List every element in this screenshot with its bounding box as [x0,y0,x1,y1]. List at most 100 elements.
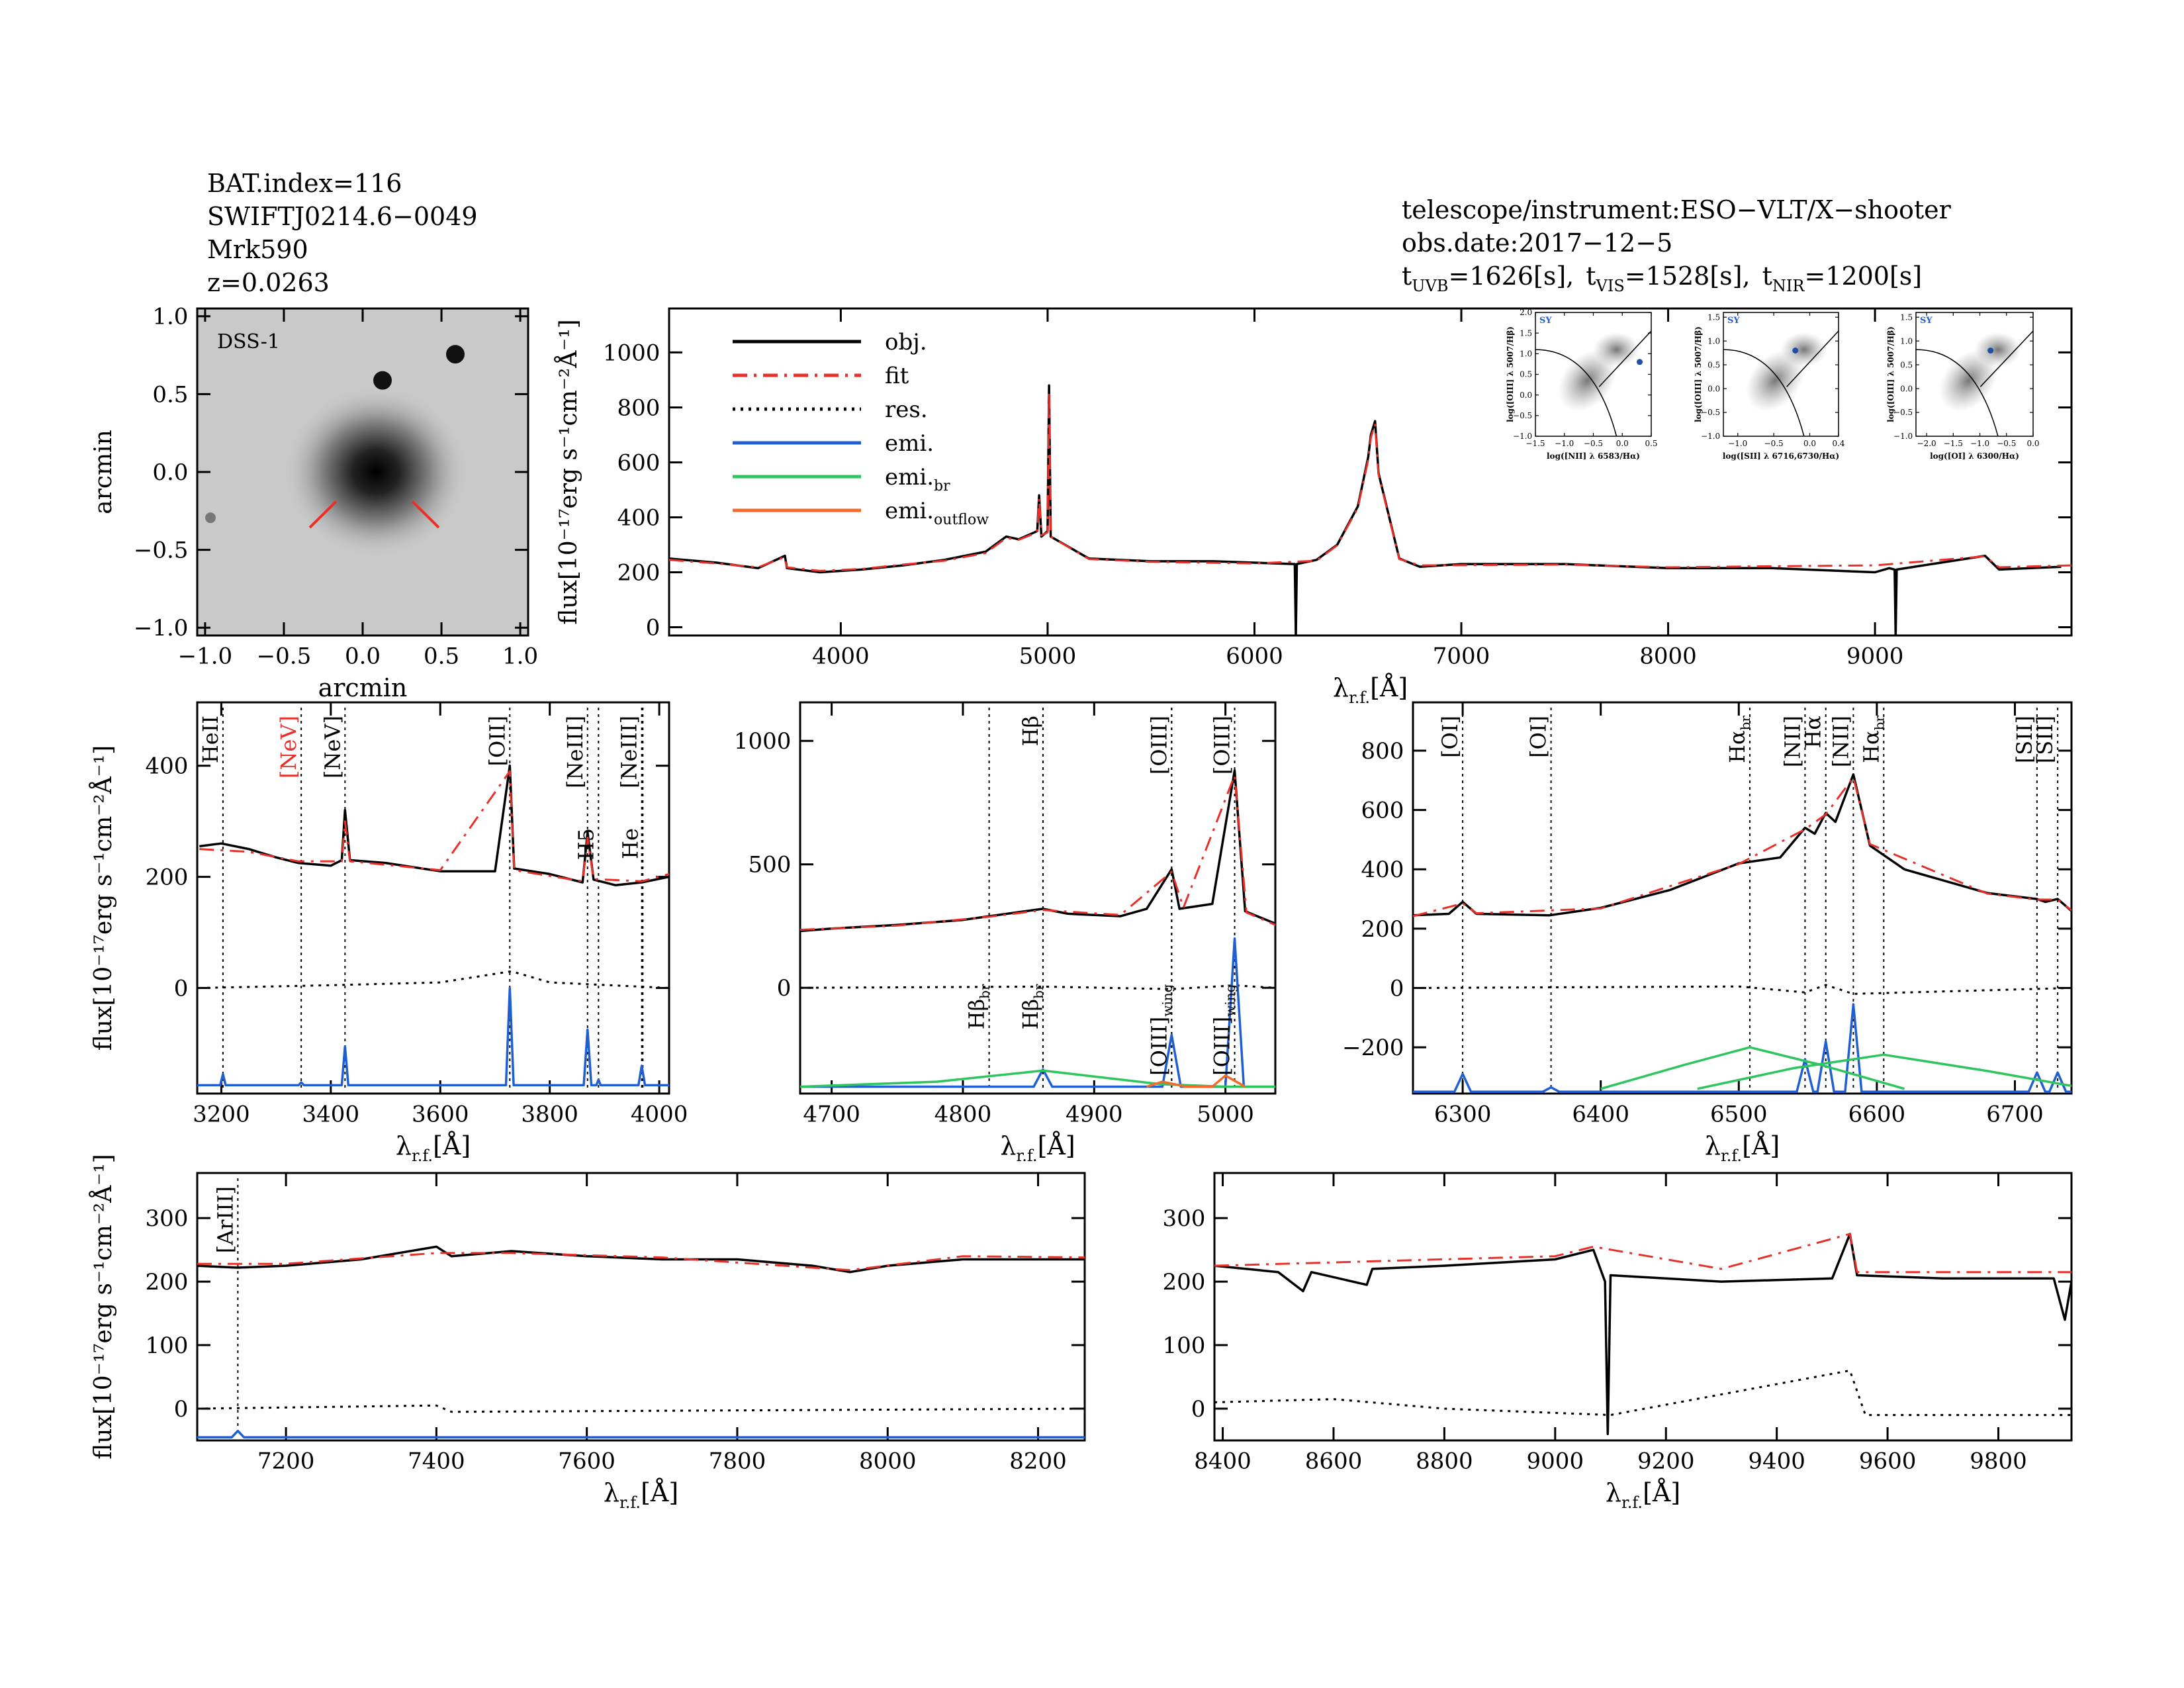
spectrum-line [800,774,1275,931]
x-label-unit: [Å] [641,1478,678,1507]
x-axis-label: λr.f.[Å] [1606,1478,1680,1512]
y-tick-label: 0 [1191,1396,1206,1423]
y-tick-label: 1.5 [1707,312,1720,322]
x-tick-label: −2.0 [1917,439,1936,448]
x-tick-label: 9200 [1637,1448,1695,1475]
frame [196,307,529,637]
x-label-sub: r.f. [1349,688,1370,707]
spectrum-line [800,769,1275,933]
x-tick-label: 7600 [558,1448,615,1475]
spectrum-line [800,1069,1275,1088]
line-label-text: [SII] [2032,716,2058,763]
line-label-text: HeII [198,716,223,763]
y-tick-label: −1.0 [1701,432,1720,441]
line-label-text: H5 [573,828,598,860]
line-label-text: [SII] [2012,716,2037,763]
line-label: Hβbr [1018,984,1046,1029]
demarcation [1598,330,1652,387]
image [197,308,528,635]
panel: 3200 3400 3600 3800 4000 0 200 400 HeII [NeV] [NeV… [145,701,688,1128]
inset-y-label: log([OIII] λ 5007/Hβ) [1694,326,1703,422]
exposure-value: =1528[s], [1625,261,1751,291]
line-label-sub: br [1871,716,1887,731]
line-label-sub: br [1030,984,1046,999]
x-tick-label: 0.4 [1832,439,1844,448]
inset-point [1792,348,1799,354]
y-tick-label: 800 [617,395,660,421]
line-label-text: [OIII] [1146,716,1171,774]
y-tick-label: 300 [145,1205,188,1232]
y-tick-label: 0.0 [1707,384,1720,393]
spectrum-line [197,1404,1085,1413]
x-tick-label: −1.0 [1970,439,1989,448]
x-tick-label: 9400 [1748,1448,1805,1475]
y-tick-label: 600 [617,449,660,476]
exposure-symbol: t [1402,261,1412,291]
x-tick-label: 4000 [812,643,870,670]
line-label: Hαbr [1858,716,1887,763]
frame [196,701,670,1095]
line-label: [NeIII] [617,716,642,788]
x-axis-label: λr.f.[Å] [396,1131,471,1165]
x-tick-label: 8000 [1639,643,1697,670]
x-label-sub: r.f. [412,1147,433,1165]
x-axis-label: λr.f.[Å] [1000,1131,1075,1165]
x-tick-label: 0.0 [345,643,381,670]
x-label-unit: [Å] [433,1131,471,1160]
demarcation [1915,349,1999,437]
line-label: [OII] [484,716,510,766]
line-label-text: He [617,828,643,859]
inset-tag: SY [1727,316,1740,326]
x-tick-label: 6700 [1986,1102,2044,1128]
y-tick-label: 0 [174,975,189,1002]
x-tick-label: 6400 [1572,1102,1629,1128]
panel: 4700 4800 4900 500005001000HβbrHβHβbr[OIII]… [734,701,1277,1128]
line-label: [OIII] [1146,716,1171,774]
y-tick-label: 0 [1390,975,1404,1002]
x-tick-label: −0.5 [1764,439,1784,448]
y-tick-label: 0.5 [1900,360,1913,369]
x-tick-label: 3600 [412,1102,469,1128]
panel: DSS-1 −1.0 −0.5 0.0 0.5 1.0 −1.0 −0.5 0.0 0.5 1.0 [134,304,538,670]
x-tick-label: 8200 [1009,1448,1067,1475]
x-label-main: λ [1606,1478,1621,1507]
line-label: [SII] [2032,716,2058,763]
inset-tag: SY [1920,316,1933,326]
legend-label: emi.br [885,464,950,494]
line-label: Hβ [1018,716,1043,746]
x-tick-label: 9000 [1846,643,1904,670]
y-tick-label: 200 [145,1269,188,1295]
inset-point [1987,348,1994,354]
x-tick-label: 3200 [193,1102,250,1128]
line-label-text: Hβ [964,999,989,1029]
line-label: H5 [573,828,598,860]
legend-text: emi. [885,498,934,524]
x-tick-label: 7000 [1433,643,1490,670]
x-tick-label: −1.5 [1944,439,1963,448]
legend-text: fit [885,363,909,389]
x-tick-label: 4800 [934,1102,992,1128]
line-label-text: [NeV] [276,716,301,778]
x-tick-label: 7400 [408,1448,465,1475]
demarcation [1723,349,1805,437]
exposure-value: =1200[s] [1804,261,1922,291]
y-tick-label: 200 [1361,916,1404,943]
header-text: Mrk590 [207,235,308,264]
x-axis-label: λr.f.[Å] [604,1478,678,1512]
inset-x-label: log([NII] λ 6583/Hα) [1547,451,1640,461]
density [1781,332,1827,367]
x-tick-label: 8600 [1305,1448,1363,1475]
inset-frame [1535,312,1652,437]
line-label-text: [OII] [484,716,510,766]
x-label-main: arcmin [318,673,408,702]
y-tick-label: 200 [145,864,188,890]
star [205,512,216,524]
y-tick-label: 100 [145,1333,188,1359]
line-label-text: Hα [1801,716,1826,749]
exposure-sub: NIR [1772,277,1805,295]
inset-point [1637,359,1643,365]
x-tick-label: 7200 [257,1448,315,1475]
line-label-text: [NeIII] [617,716,642,788]
line-label-text: [OI] [1437,716,1463,758]
